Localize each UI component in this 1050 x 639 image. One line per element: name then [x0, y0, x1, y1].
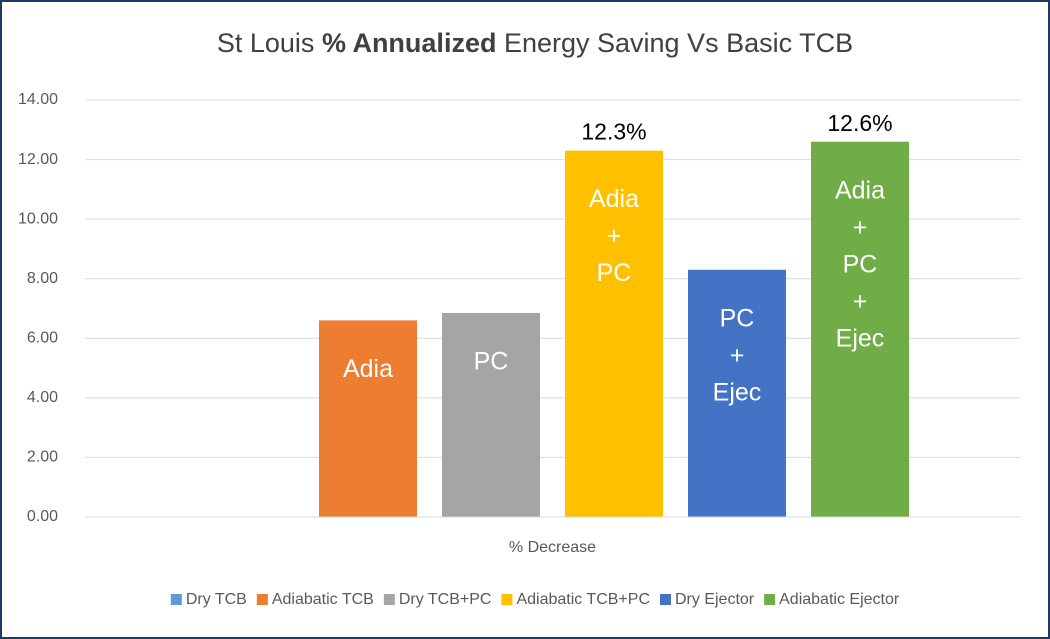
value-label: 12.3%: [581, 119, 646, 145]
x-tick-label: % Decrease: [509, 539, 596, 556]
bar-annotation: Ejec: [836, 324, 885, 352]
bar-annotation: +: [853, 213, 868, 241]
bar-annotation: +: [607, 222, 622, 250]
bar-annotation: +: [853, 287, 868, 315]
bar-annotation: Adia: [343, 355, 393, 383]
bar-annotation: PC: [597, 259, 632, 287]
chart-title: St Louis % Annualized Energy Saving Vs B…: [217, 28, 853, 58]
bar: [319, 320, 417, 517]
legend-swatch: [660, 594, 671, 605]
legend-label: Dry TCB: [186, 591, 247, 608]
bar-annotation: Adia: [835, 176, 885, 204]
y-tick-label: 0.00: [27, 508, 58, 525]
y-tick-label: 10.00: [18, 210, 58, 227]
y-tick-label: 6.00: [27, 330, 58, 347]
legend-label: Adiabatic Ejector: [779, 591, 900, 608]
legend-swatch: [764, 594, 776, 605]
legend-swatch: [501, 594, 513, 605]
legend-label: Dry TCB+PC: [399, 591, 492, 608]
bar-annotation: PC: [474, 348, 509, 376]
legend-label: Adiabatic TCB: [272, 591, 374, 608]
legend: Dry TCB Adiabatic TCB Dry TCB+PC Adiabatic …: [170, 591, 900, 608]
value-label: 12.6%: [827, 110, 892, 136]
legend-swatch: [170, 594, 182, 605]
bar-annotation: Adia: [589, 185, 639, 213]
y-tick-label: 8.00: [27, 270, 58, 287]
bar: [565, 150, 663, 517]
y-tick-label: 14.00: [18, 91, 58, 108]
bar-annotation: PC: [720, 304, 755, 332]
y-tick-label: 2.00: [27, 449, 58, 466]
title-part: Energy Saving Vs Basic TCB: [496, 28, 853, 58]
bar: [688, 269, 786, 517]
legend-swatch: [256, 594, 268, 605]
bar-annotation: PC: [843, 250, 878, 278]
legend-label: Adiabatic TCB+PC: [516, 591, 650, 608]
y-tick-label: 12.00: [18, 151, 58, 168]
bar-annotation: +: [730, 341, 745, 369]
title-part: % Annualized: [322, 28, 497, 58]
bar: [442, 312, 540, 517]
legend-label: Dry Ejector: [675, 591, 755, 608]
legend-swatch: [383, 594, 395, 605]
bar: [811, 141, 909, 517]
bar-annotation: Ejec: [713, 378, 762, 406]
title-part: St Louis: [217, 28, 322, 58]
y-tick-label: 4.00: [27, 389, 58, 406]
